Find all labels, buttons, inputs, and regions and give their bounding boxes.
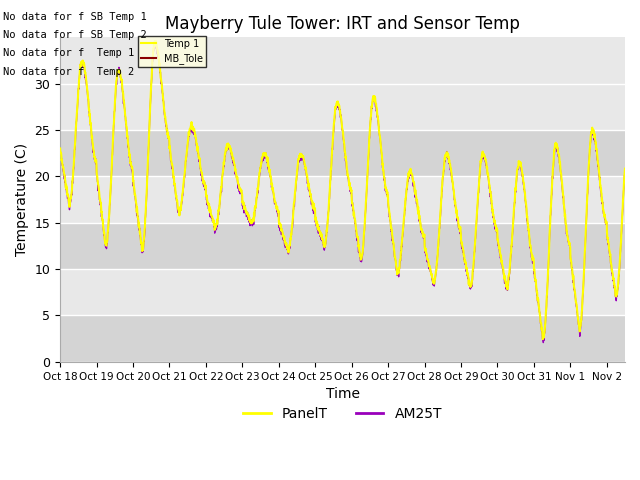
Text: No data for f SB Temp 2: No data for f SB Temp 2 [3, 30, 147, 40]
Text: No data for f  Temp 2: No data for f Temp 2 [3, 67, 134, 77]
PanelT [332, 107, 339, 113]
PanelT [605, 247, 613, 252]
AM25T [332, 107, 339, 113]
AM25T [501, 277, 509, 283]
AM25T [540, 340, 547, 346]
Title: Mayberry Tule Tower: IRT and Sensor Temp: Mayberry Tule Tower: IRT and Sensor Temp [165, 15, 520, 33]
Bar [60, 315, 625, 362]
AM25T [151, 38, 159, 44]
AM25T [56, 147, 64, 153]
PanelT [539, 336, 547, 342]
Line: AM25T: AM25T [60, 41, 625, 343]
AM25T [85, 109, 93, 115]
Legend: PanelT, AM25T: PanelT, AM25T [237, 401, 447, 426]
Text: No data for f SB Temp 1: No data for f SB Temp 1 [3, 12, 147, 22]
PanelT [501, 276, 509, 282]
PanelT [605, 243, 612, 249]
Bar [60, 130, 625, 177]
PanelT [621, 166, 629, 171]
Text: No data for f  Temp 1: No data for f Temp 1 [3, 48, 134, 59]
PanelT [316, 232, 324, 238]
AM25T [316, 233, 324, 239]
PanelT [152, 38, 160, 44]
X-axis label: Time: Time [326, 387, 360, 401]
Bar [60, 84, 625, 130]
Line: PanelT: PanelT [60, 41, 625, 339]
Bar [60, 223, 625, 269]
AM25T [605, 248, 613, 254]
PanelT [56, 145, 64, 151]
Bar [60, 269, 625, 315]
AM25T [621, 168, 629, 174]
PanelT [85, 107, 93, 113]
AM25T [605, 245, 612, 251]
Bar [60, 177, 625, 223]
Y-axis label: Temperature (C): Temperature (C) [15, 143, 29, 256]
